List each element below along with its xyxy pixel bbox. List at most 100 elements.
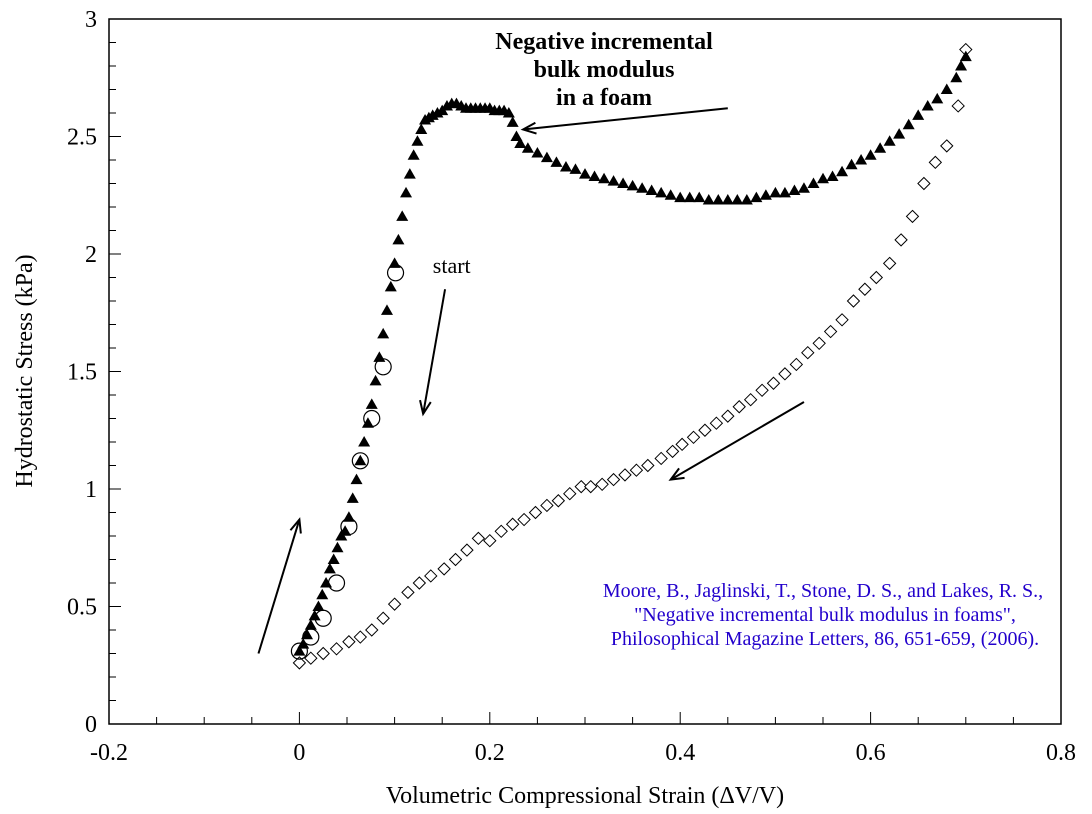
data-point-triangle <box>655 186 668 198</box>
data-point-triangle <box>883 135 896 146</box>
data-point-triangle <box>304 619 317 630</box>
data-point-diamond <box>686 430 701 445</box>
data-point-diamond <box>460 543 474 557</box>
data-point-triangle <box>607 175 620 186</box>
data-point-triangle <box>579 168 591 179</box>
data-point-diamond <box>353 630 368 644</box>
data-point-triangle <box>588 170 601 181</box>
data-point-triangle <box>392 233 405 245</box>
data-point-circle <box>290 642 308 660</box>
data-point-triangle <box>377 327 390 339</box>
data-point-triangle <box>531 146 544 158</box>
data-point-diamond <box>641 458 655 473</box>
data-point-triangle <box>797 182 810 193</box>
data-point-diamond <box>574 479 588 494</box>
data-point-diamond <box>835 313 849 327</box>
data-point-diamond <box>316 646 330 661</box>
data-point-triangle <box>384 280 397 292</box>
arrow-loading-arrow <box>257 517 302 654</box>
data-point-diamond <box>698 423 712 437</box>
annotation-line: in a foam <box>556 85 652 111</box>
data-point-triangle <box>396 210 409 221</box>
data-point-diamond <box>528 505 543 520</box>
data-point-triangle <box>778 186 791 198</box>
data-point-triangle <box>626 179 639 191</box>
data-point-triangle <box>731 193 744 205</box>
data-point-triangle <box>403 168 416 179</box>
arrow-shaft <box>422 289 447 414</box>
data-point-triangle <box>346 492 359 503</box>
data-point-triangle <box>617 177 630 188</box>
series-layer <box>290 42 973 670</box>
data-point-triangle <box>759 189 772 200</box>
citation-text: Moore, B., Jaglinski, T., Stone, D. S., … <box>603 580 1043 650</box>
data-point-triangle <box>354 454 367 466</box>
data-point-triangle <box>361 417 374 428</box>
data-point-triangle <box>750 191 763 203</box>
series-diamond-open <box>292 42 973 670</box>
data-point-diamond <box>448 552 463 567</box>
arrow-shaft <box>670 401 805 481</box>
data-point-diamond <box>812 336 826 351</box>
data-point-triangle <box>510 130 523 141</box>
data-point-triangle <box>506 116 519 127</box>
data-point-diamond <box>675 437 689 452</box>
y-tick-label: 2.5 <box>67 125 97 151</box>
data-point-circle <box>314 609 332 627</box>
axis-ticks <box>108 18 1062 725</box>
arrow-nibm-label <box>520 107 728 135</box>
data-point-triangle <box>331 541 344 553</box>
citation-line: "Negative incremental bulk modulus in fo… <box>634 604 1016 626</box>
data-point-triangle <box>312 600 325 611</box>
data-point-triangle <box>598 172 611 184</box>
data-point-diamond <box>412 576 427 590</box>
data-point-diamond <box>928 155 943 170</box>
data-point-triangle <box>350 473 363 485</box>
data-point-diamond <box>823 324 838 339</box>
x-tick-label: 0.4 <box>665 740 695 766</box>
data-point-triangle <box>950 71 963 83</box>
data-point-diamond <box>376 611 390 625</box>
data-point-diamond <box>551 494 566 508</box>
data-point-circle <box>386 264 405 282</box>
data-point-diamond <box>869 270 884 285</box>
x-tick-label: -0.2 <box>90 740 128 766</box>
citation-line: Moore, B., Jaglinski, T., Stone, D. S., … <box>603 580 1043 602</box>
data-point-circle <box>351 452 369 470</box>
data-point-triangle <box>550 156 563 167</box>
annotation-line: start <box>433 253 471 278</box>
data-point-triangle <box>559 161 572 172</box>
y-tick-label: 1 <box>85 477 97 503</box>
data-point-diamond <box>540 498 554 513</box>
data-point-triangle <box>712 193 725 205</box>
x-tick-label: 0.8 <box>1046 740 1076 766</box>
data-point-diamond <box>584 479 598 494</box>
data-point-diamond <box>401 585 415 600</box>
data-point-triangle <box>845 158 858 170</box>
citation-line: Philosophical Magazine Letters, 86, 651-… <box>611 628 1039 650</box>
annotation-line: Negative incremental <box>495 29 713 55</box>
data-point-diamond <box>387 597 402 611</box>
data-point-diamond <box>629 463 644 477</box>
annotation-layer: Negative incremental bulk modulus in a foa… <box>257 29 1043 654</box>
data-point-triangle <box>323 562 336 574</box>
series-circle-open <box>290 264 405 660</box>
data-point-triangle <box>540 151 553 163</box>
data-point-triangle <box>521 142 534 153</box>
data-point-diamond <box>304 651 318 665</box>
data-point-circle <box>302 628 320 646</box>
data-point-diamond <box>709 416 724 430</box>
data-point-diamond <box>789 357 804 372</box>
data-point-diamond <box>732 400 746 414</box>
arrow-head <box>419 399 432 417</box>
data-point-diamond <box>471 531 486 546</box>
arrow-head <box>668 467 685 481</box>
data-point-triangle <box>893 128 906 139</box>
data-point-triangle <box>636 182 649 193</box>
arrow-shaft <box>523 107 728 131</box>
annotation-nibm-label: Negative incremental bulk modulus in a foa… <box>495 29 713 111</box>
y-axis-title: Hydrostatic Stress (kPa) <box>12 254 38 487</box>
data-point-diamond <box>858 282 872 296</box>
data-point-triangle <box>693 191 706 203</box>
